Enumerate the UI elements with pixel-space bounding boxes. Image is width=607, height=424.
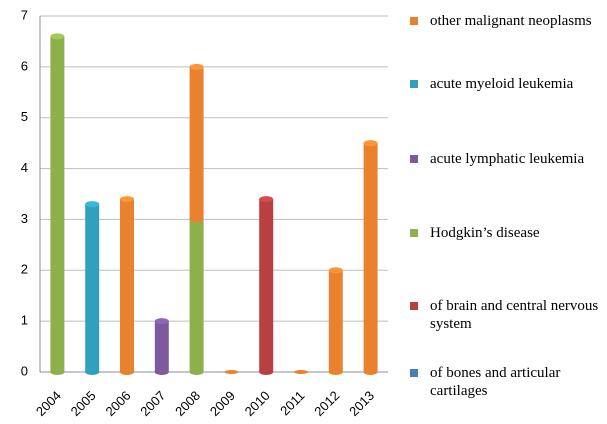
bar-cap xyxy=(363,140,378,147)
bar-cap xyxy=(259,196,274,203)
y-tick-label: 5 xyxy=(21,109,28,124)
bar xyxy=(154,321,169,372)
x-tick-label: 2008 xyxy=(172,388,203,419)
legend-swatch xyxy=(410,155,418,163)
bar xyxy=(328,270,343,372)
x-tick-label: 2010 xyxy=(242,388,273,419)
bar xyxy=(50,36,65,372)
x-tick-label: 2004 xyxy=(33,388,64,419)
bar-cap xyxy=(85,201,100,208)
legend-label: of brain and central nervous system xyxy=(430,298,599,332)
bar xyxy=(363,143,378,372)
legend-swatch xyxy=(410,17,418,25)
bar xyxy=(189,66,204,220)
legend-label: acute myeloid leukemia xyxy=(430,76,574,92)
legend-swatch xyxy=(410,229,418,237)
y-tick-label: 4 xyxy=(21,160,28,175)
y-tick-label: 7 xyxy=(21,7,28,22)
bar xyxy=(85,204,100,372)
legend-swatch xyxy=(410,80,418,88)
x-tick-label: 2007 xyxy=(137,388,168,419)
bar xyxy=(259,199,274,372)
legend-label: Hodgkin’s disease xyxy=(430,225,540,241)
bar-cap xyxy=(120,196,134,203)
x-tick-label: 2012 xyxy=(311,388,342,419)
legend: other malignant neoplasms acute myeloid l… xyxy=(400,0,605,424)
bar-cap xyxy=(154,318,169,325)
bar xyxy=(224,370,239,374)
x-tick-label: 2009 xyxy=(207,388,238,419)
legend-label: of bones and articular cartilages xyxy=(430,365,561,399)
x-tick-label: 2011 xyxy=(277,388,307,418)
bar-cap xyxy=(50,33,65,40)
bar-cap xyxy=(328,267,343,274)
x-tick-label: 2006 xyxy=(102,388,133,419)
bar xyxy=(294,370,308,374)
bar-cap xyxy=(189,63,204,70)
y-tick-label: 6 xyxy=(21,58,28,73)
y-tick-label: 2 xyxy=(21,262,28,277)
legend-label: other malignant neoplasms xyxy=(430,13,592,29)
bar xyxy=(189,219,204,372)
x-tick-label: 2013 xyxy=(346,388,377,419)
legend-swatch xyxy=(410,369,418,377)
chart: 0 1 2 3 4 5 6 7 2004 2005 2006 2007 2008 2009 2010 2011… xyxy=(21,7,388,419)
y-tick-label: 3 xyxy=(21,211,28,226)
y-tick-label: 0 xyxy=(21,363,28,378)
bar xyxy=(120,199,134,372)
y-tick-label: 1 xyxy=(21,313,28,328)
legend-swatch xyxy=(410,302,418,310)
x-tick-label: 2005 xyxy=(68,388,99,419)
legend-label: acute lymphatic leukemia xyxy=(430,151,585,167)
